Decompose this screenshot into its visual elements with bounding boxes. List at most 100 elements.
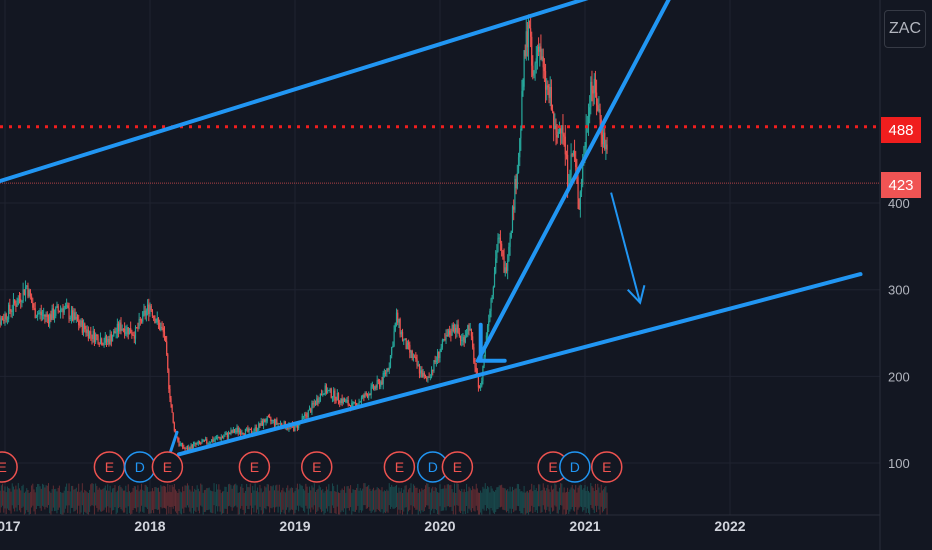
volume-bar bbox=[576, 492, 578, 515]
candle-body bbox=[191, 444, 193, 449]
volume-bar bbox=[480, 490, 482, 513]
candle-body bbox=[405, 338, 407, 350]
volume-bar bbox=[11, 483, 13, 506]
candle-body bbox=[182, 443, 184, 448]
candle-body bbox=[341, 398, 343, 403]
candle-body bbox=[571, 154, 573, 156]
candle-body bbox=[58, 310, 60, 313]
dividend-event-marker[interactable]: D bbox=[559, 451, 591, 483]
candle-body bbox=[439, 351, 441, 359]
volume-bar bbox=[490, 485, 492, 508]
earnings-event-marker[interactable]: E bbox=[441, 451, 474, 483]
volume-bar bbox=[543, 487, 545, 510]
volume-bar bbox=[162, 485, 164, 508]
candle-body bbox=[52, 308, 54, 319]
candle-body bbox=[546, 85, 548, 90]
trend-lines[interactable] bbox=[0, 0, 863, 458]
volume-bar bbox=[491, 488, 493, 511]
volume-bar bbox=[164, 485, 165, 508]
volume-bar bbox=[248, 487, 250, 510]
candle-body bbox=[88, 331, 91, 339]
earnings-event-marker[interactable]: E bbox=[93, 451, 126, 483]
candle-body bbox=[57, 305, 59, 311]
volume-bar bbox=[109, 485, 111, 508]
candle-body bbox=[465, 334, 468, 337]
volume-bar bbox=[408, 489, 410, 512]
candle-body bbox=[5, 314, 7, 320]
volume-bar bbox=[357, 483, 359, 506]
candle-body bbox=[184, 448, 186, 450]
candle-body bbox=[180, 443, 183, 445]
candle-body bbox=[20, 299, 22, 302]
candle-body bbox=[323, 394, 325, 396]
volume-bar bbox=[45, 485, 47, 508]
volume-bar bbox=[189, 489, 191, 512]
volume-bar bbox=[244, 490, 246, 513]
volume-bar bbox=[226, 491, 228, 514]
volume-bar bbox=[585, 490, 587, 513]
candle-body bbox=[427, 376, 429, 378]
candle-body bbox=[445, 334, 447, 340]
earnings-event-marker[interactable]: E bbox=[151, 451, 184, 483]
candle-body bbox=[492, 287, 494, 296]
volume-bar bbox=[365, 486, 367, 509]
candle-body bbox=[190, 444, 192, 451]
candle-body bbox=[258, 423, 260, 430]
volume-bar bbox=[420, 491, 422, 514]
earnings-event-marker[interactable]: E bbox=[0, 451, 18, 483]
volume-bar bbox=[294, 490, 296, 513]
candle-body bbox=[533, 70, 535, 76]
candle-body bbox=[138, 318, 140, 328]
earnings-event-marker[interactable]: E bbox=[383, 451, 416, 483]
candle-body bbox=[434, 360, 436, 363]
candle-body bbox=[528, 24, 531, 29]
candle-body bbox=[225, 433, 227, 435]
candle-body bbox=[601, 134, 603, 145]
candle-body bbox=[22, 289, 24, 302]
annotation-arrows[interactable] bbox=[610, 192, 646, 305]
candle-body bbox=[84, 323, 86, 330]
volume-bar bbox=[78, 483, 80, 506]
volume-bar bbox=[411, 492, 413, 515]
earnings-event-marker[interactable]: E bbox=[591, 451, 623, 483]
volume-bar bbox=[166, 492, 168, 515]
candle-body bbox=[267, 416, 270, 418]
candle-body bbox=[157, 317, 160, 323]
volume-bar bbox=[180, 492, 182, 515]
volume-bar bbox=[136, 489, 138, 512]
volume-bar bbox=[32, 483, 34, 506]
candle-body bbox=[29, 289, 31, 297]
candle-body bbox=[66, 305, 68, 307]
volume-bar bbox=[124, 490, 126, 513]
volume-bar bbox=[400, 487, 402, 510]
candle-body bbox=[249, 428, 251, 430]
symbol-label[interactable]: ZAC bbox=[884, 10, 926, 48]
volume-bar bbox=[287, 485, 289, 508]
volume-bar bbox=[15, 485, 17, 508]
volume-bar bbox=[31, 485, 33, 508]
volume-bar bbox=[292, 487, 294, 510]
volume-bar bbox=[327, 489, 329, 512]
candle-body bbox=[26, 285, 28, 287]
candle-body bbox=[602, 132, 605, 145]
candle-body bbox=[457, 324, 459, 333]
earnings-event-marker[interactable]: E bbox=[238, 451, 271, 483]
dividend-event-marker[interactable]: D bbox=[124, 451, 156, 483]
candle-body bbox=[74, 312, 76, 320]
volume-bar bbox=[91, 483, 93, 506]
volume-bar bbox=[208, 487, 210, 510]
volume-bar bbox=[412, 484, 414, 507]
volume-bar bbox=[255, 490, 257, 513]
candle-body bbox=[82, 323, 85, 333]
earnings-event-marker[interactable]: E bbox=[301, 451, 333, 483]
volume-bar bbox=[600, 484, 602, 507]
volume-bar bbox=[122, 490, 124, 513]
volume-bar bbox=[202, 492, 204, 515]
candle-body bbox=[305, 414, 307, 416]
candle-body bbox=[451, 325, 453, 336]
volume-bar bbox=[154, 487, 156, 510]
candle-body bbox=[98, 343, 100, 345]
candle-body bbox=[348, 405, 350, 407]
